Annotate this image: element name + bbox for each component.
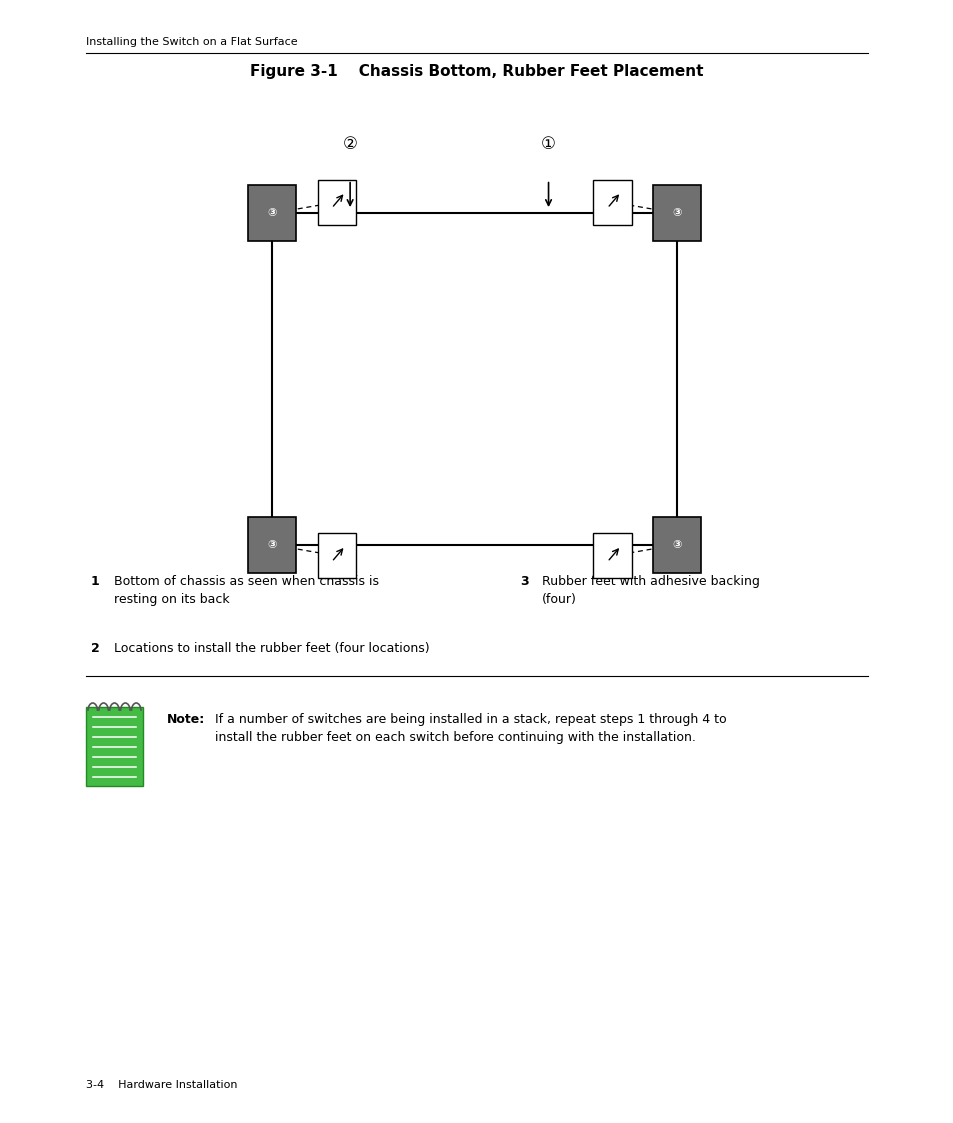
Bar	[248, 185, 295, 241]
Text: 3-4    Hardware Installation: 3-4 Hardware Installation	[86, 1080, 237, 1090]
Text: If a number of switches are being installed in a stack, repeat steps 1 through 4: If a number of switches are being instal…	[214, 713, 725, 745]
Bar	[593, 533, 631, 578]
Text: 3: 3	[519, 575, 528, 588]
Text: Bottom of chassis as seen when chassis is
resting on its back: Bottom of chassis as seen when chassis i…	[114, 575, 379, 606]
Text: ③: ③	[267, 209, 276, 218]
Bar	[653, 517, 700, 573]
Text: ③: ③	[267, 540, 276, 549]
Text: ③: ③	[672, 540, 681, 549]
Text: Installing the Switch on a Flat Surface: Installing the Switch on a Flat Surface	[86, 37, 297, 47]
Bar	[593, 180, 631, 225]
Text: 2: 2	[91, 642, 99, 656]
Text: 1: 1	[91, 575, 99, 588]
Text: Rubber feet with adhesive backing
(four): Rubber feet with adhesive backing (four)	[541, 575, 759, 606]
Bar	[86, 707, 143, 786]
Text: Note:: Note:	[167, 713, 205, 727]
Bar	[272, 213, 677, 545]
Text: Locations to install the rubber feet (four locations): Locations to install the rubber feet (fo…	[114, 642, 430, 656]
Text: ③: ③	[672, 209, 681, 218]
Bar	[317, 533, 355, 578]
Text: Figure 3-1    Chassis Bottom, Rubber Feet Placement: Figure 3-1 Chassis Bottom, Rubber Feet P…	[250, 64, 703, 79]
Bar	[317, 180, 355, 225]
Bar	[248, 517, 295, 573]
Text: ①: ①	[540, 135, 556, 153]
Text: ②: ②	[342, 135, 357, 153]
Bar	[653, 185, 700, 241]
